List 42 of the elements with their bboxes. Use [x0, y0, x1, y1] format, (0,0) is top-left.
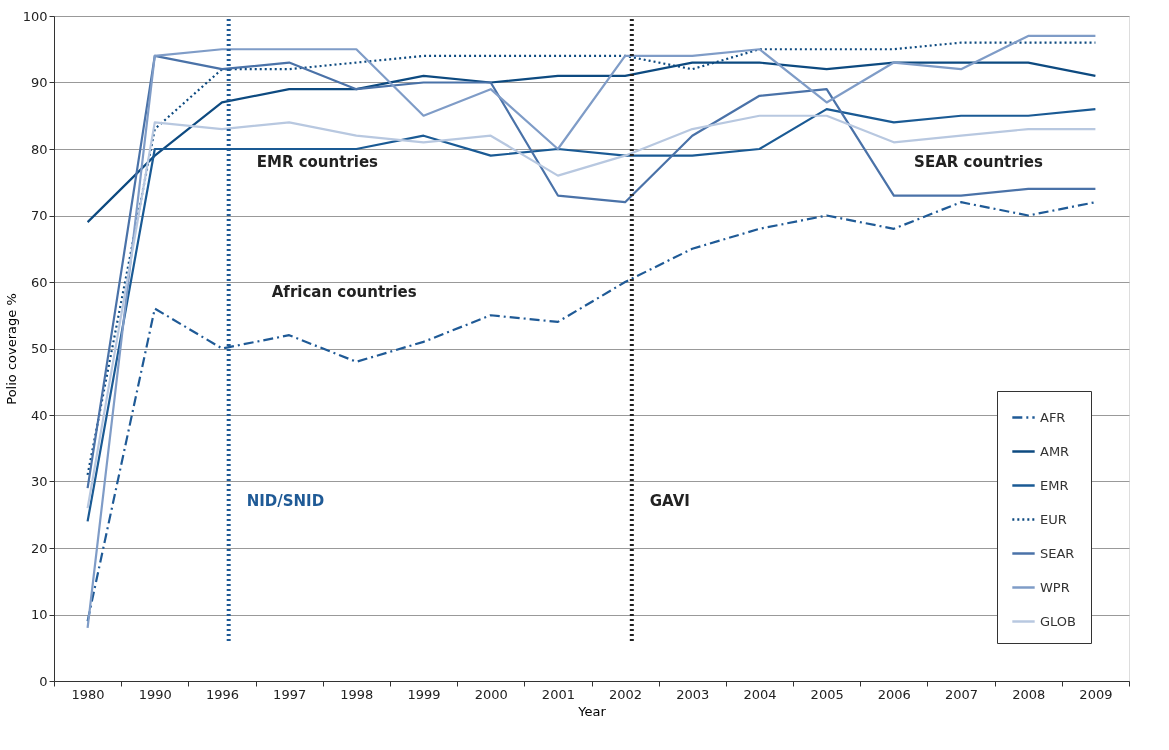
y-tick-label: 70 — [30, 208, 48, 223]
y-tick-label: 0 — [39, 673, 48, 689]
y-tick-label: 100 — [22, 8, 48, 24]
y-tick-label: 40 — [30, 407, 48, 423]
legend-label: AFR — [1040, 409, 1066, 425]
y-tick-label: 60 — [30, 274, 48, 290]
y-tick-label: 20 — [30, 540, 48, 556]
ref-line-label: GAVI — [649, 492, 690, 511]
x-tick-label: 2001 — [541, 686, 575, 702]
y-tick-label: 10 — [30, 607, 48, 622]
x-tick-label: 1996 — [205, 686, 240, 702]
ref-line-label: NID/SNID — [246, 492, 325, 511]
x-tick-label: 2005 — [810, 686, 844, 702]
x-tick-label: 2009 — [1079, 686, 1113, 702]
x-tick-label: 2003 — [676, 686, 710, 702]
x-tick-label: 2004 — [743, 686, 777, 702]
x-tick-label: 1990 — [138, 686, 172, 702]
legend-label: EUR — [1040, 511, 1067, 527]
x-tick-label: 2007 — [944, 686, 979, 702]
x-tick-label: 1980 — [71, 686, 105, 702]
legend-label: EMR — [1040, 477, 1069, 493]
annotation: EMR countries — [256, 153, 379, 172]
x-tick-label: 1999 — [407, 686, 441, 702]
x-tick-label: 2000 — [474, 686, 508, 702]
annotation: SEAR countries — [914, 153, 1043, 172]
y-axis-title: Polio coverage % — [3, 293, 19, 405]
x-tick-label: 2008 — [1012, 686, 1046, 702]
x-tick-label: 1998 — [340, 686, 374, 702]
line-series — [86, 34, 1097, 629]
legend-label: GLOB — [1040, 613, 1077, 629]
x-axis-title: Year — [577, 703, 607, 719]
y-tick-label: 30 — [30, 474, 48, 489]
legend-label: AMR — [1040, 443, 1070, 459]
x-tick-label: 2006 — [877, 686, 911, 702]
y-tick-label: 90 — [30, 75, 48, 90]
y-tick-label: 50 — [30, 341, 48, 356]
annotation: African countries — [271, 282, 417, 301]
y-tick-label: 80 — [30, 141, 48, 157]
x-tick-label: 2002 — [609, 686, 643, 702]
x-tick-label: 1997 — [273, 686, 307, 702]
legend-label: WPR — [1040, 579, 1070, 595]
legend-label: SEAR — [1040, 545, 1075, 561]
